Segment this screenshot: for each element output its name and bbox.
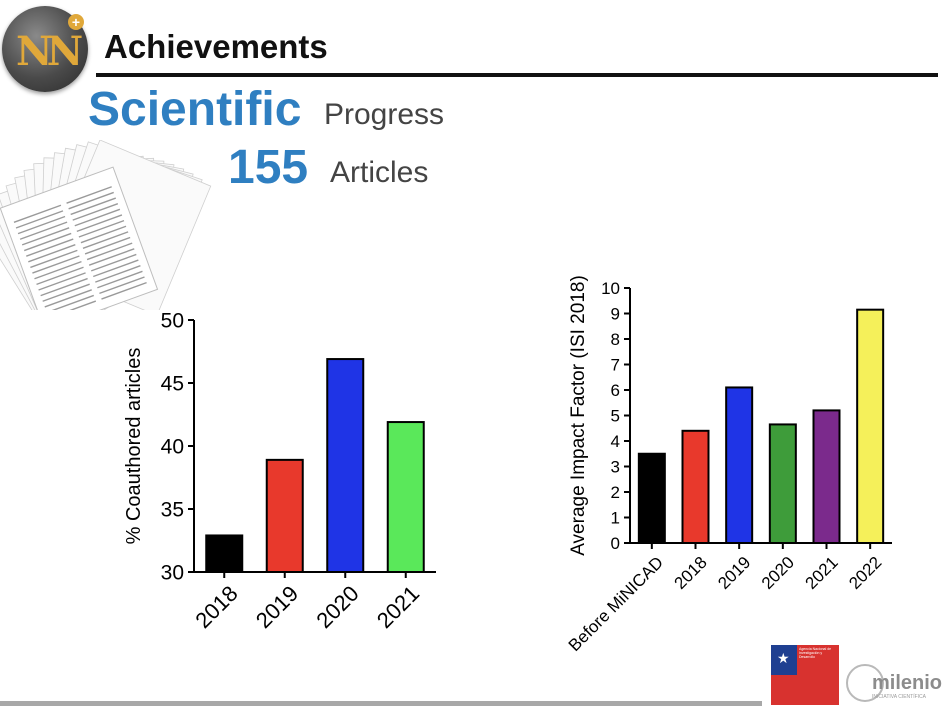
text-line [21,227,70,246]
y-tick-label: 9 [611,304,620,323]
text-line [72,203,119,221]
plus-icon: + [68,14,84,30]
text-line [38,272,86,291]
paper-stack-illustration [0,140,212,310]
bar-2018 [205,534,244,574]
text-line [15,210,64,229]
milenio-logo: milenio INICIATIVA CIENTÍFICA [846,664,944,704]
bar-before-minicad [637,452,666,544]
bar-2020 [768,423,797,544]
text-line [99,276,145,295]
bar-2019 [725,386,754,545]
text-line [90,253,137,272]
text-line [26,238,74,257]
bar-2019 [265,458,304,573]
text-line [34,260,82,280]
text-line [42,283,90,302]
text-line [95,265,141,283]
milenio-ring-icon [846,664,884,702]
front-paper [0,166,159,310]
text-line [19,221,68,240]
y-tick-label: 35 [161,498,184,521]
text-line [86,242,133,261]
y-tick-label: 30 [161,561,184,584]
text-line [101,281,147,300]
y-tick-label: 0 [611,534,620,553]
text-line [13,204,62,223]
text-line [28,244,76,263]
text-line [23,232,72,252]
text-line [68,191,114,210]
text-line [40,277,88,297]
star-icon: ★ [777,650,790,666]
y-tick-label: 8 [611,330,620,349]
text-line [78,219,125,238]
y-tick-label: 7 [611,355,620,374]
anid-flag-block: ★ [771,645,797,675]
nn-logo: NN + [2,6,88,92]
y-tick-label: 3 [611,457,620,476]
footer-divider [0,701,762,706]
x-tick-label: 2021 [372,581,424,633]
article-count: 155 [228,141,309,194]
y-tick-label: 2 [611,483,620,502]
text-line [80,225,127,244]
y-tick-label: 1 [611,508,620,527]
bar-2020 [326,358,365,573]
milenio-name: milenio [872,672,943,694]
text-line [74,208,121,227]
x-tick-label: Before MiNICAD [565,553,667,655]
y-axis-label: % Coauthored articles [123,348,145,545]
bar-2022 [856,308,885,544]
anid-text: Agencia Nacional de Investigación y Desa… [799,647,832,659]
text-line [32,255,80,274]
text-line [70,197,117,216]
y-tick-label: 4 [611,432,620,451]
text-line [17,215,66,235]
bar-2021 [386,421,425,573]
y-tick-label: 6 [611,381,620,400]
milenio-subtitle: INICIATIVA CIENTÍFICA [872,694,926,700]
text-line [46,294,95,310]
subtitle-progress: Progress [324,98,445,131]
title-divider [96,73,938,77]
logo-letters: NN [16,28,83,75]
y-tick-label: 50 [161,309,184,332]
anid-logo: ★ Agencia Nacional de Investigación y De… [771,645,839,705]
x-tick-label: 2022 [845,553,885,593]
y-tick-label: 5 [611,406,620,425]
text-line [36,266,84,286]
y-tick-label: 10 [601,279,620,298]
y-tick-label: 45 [161,372,184,395]
subtitle-scientific: Scientific [88,83,302,136]
text-line [88,248,135,266]
x-tick-label: 2019 [251,581,303,633]
text-line [76,214,123,233]
text-line [44,289,92,308]
text-line [66,186,112,204]
bar-2018 [681,429,710,544]
x-tick-label: 2020 [758,553,798,593]
page-title: Achievements [104,28,328,65]
x-tick-label: 2018 [671,553,711,593]
y-axis-label: Average Impact Factor (ISI 2018) [568,275,589,556]
x-tick-label: 2018 [190,581,242,633]
text-line [93,259,139,278]
text-line [97,270,143,289]
x-tick-label: 2020 [311,581,363,633]
text-line [48,300,97,310]
text-line [84,236,131,255]
article-count-label: Articles [330,156,429,189]
x-tick-label: 2019 [714,553,754,593]
text-line [82,231,129,249]
x-tick-label: 2021 [802,553,842,593]
bar-2021 [812,409,841,544]
y-tick-label: 40 [161,435,184,458]
text-line [30,249,78,269]
